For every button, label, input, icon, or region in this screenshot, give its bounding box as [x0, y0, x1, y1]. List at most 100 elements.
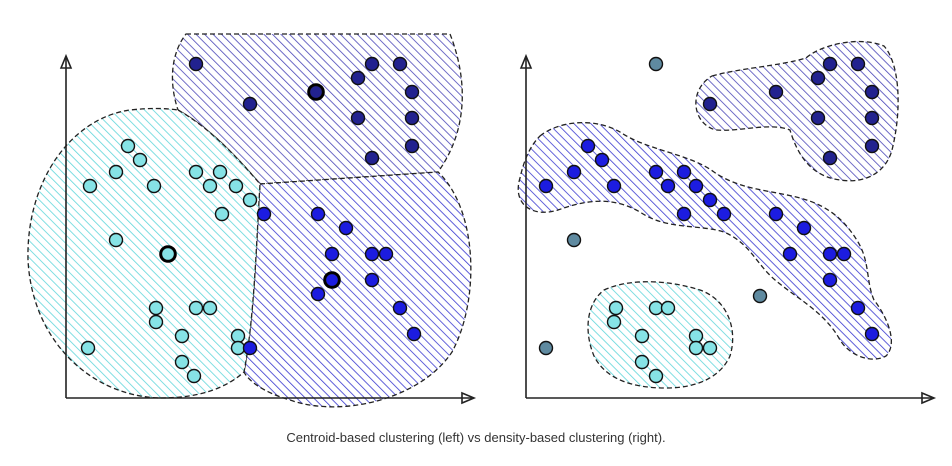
- data-point: [108, 232, 124, 248]
- data-point: [580, 138, 596, 154]
- data-point: [186, 368, 202, 384]
- data-point: [716, 206, 732, 222]
- data-point: [768, 206, 784, 222]
- data-point: [80, 340, 96, 356]
- panel-density-based: [517, 40, 937, 405]
- region-light-cluster-right: [587, 281, 734, 389]
- data-point: [202, 300, 218, 316]
- region-light-cluster-left: [27, 107, 261, 399]
- data-point: [310, 206, 326, 222]
- data-point: [404, 84, 420, 100]
- data-point: [202, 178, 218, 194]
- data-point: [538, 178, 554, 194]
- data-point: [566, 164, 582, 180]
- x-axis-arrowhead-left: [461, 391, 477, 405]
- noise-point: [538, 340, 554, 356]
- data-point: [174, 328, 190, 344]
- data-point: [864, 138, 880, 154]
- data-point: [864, 110, 880, 126]
- data-point: [702, 340, 718, 356]
- data-point: [822, 246, 838, 262]
- data-point: [702, 96, 718, 112]
- data-point: [364, 272, 380, 288]
- data-point: [850, 300, 866, 316]
- data-point: [406, 326, 422, 342]
- data-point: [634, 354, 650, 370]
- data-point: [660, 300, 676, 316]
- noise-point: [648, 56, 664, 72]
- data-point: [230, 340, 246, 356]
- data-point: [850, 56, 866, 72]
- data-point: [108, 164, 124, 180]
- data-point: [634, 328, 650, 344]
- data-point: [324, 246, 340, 262]
- clustering-figure: [27, 33, 937, 408]
- data-point: [836, 246, 852, 262]
- data-point: [810, 110, 826, 126]
- data-point: [606, 314, 622, 330]
- data-point: [688, 178, 704, 194]
- data-point: [214, 206, 230, 222]
- data-point: [188, 164, 204, 180]
- data-point: [822, 272, 838, 288]
- region-dark-cluster-right: [695, 40, 899, 182]
- data-point: [768, 84, 784, 100]
- data-point: [378, 246, 394, 262]
- data-point: [404, 110, 420, 126]
- data-point: [364, 246, 380, 262]
- data-point: [132, 152, 148, 168]
- data-point: [864, 84, 880, 100]
- data-point: [676, 206, 692, 222]
- data-point: [148, 300, 164, 316]
- data-point: [120, 138, 136, 154]
- data-point: [782, 246, 798, 262]
- data-point: [648, 300, 664, 316]
- data-point: [242, 192, 258, 208]
- panel-centroid-based: [27, 33, 477, 408]
- data-point: [188, 56, 204, 72]
- data-point: [796, 220, 812, 236]
- data-point: [242, 340, 258, 356]
- data-point: [648, 164, 664, 180]
- x-axis-arrowhead-right: [921, 391, 937, 405]
- data-point: [146, 178, 162, 194]
- data-point: [594, 152, 610, 168]
- centroid-marker: [159, 245, 177, 263]
- data-point: [864, 326, 880, 342]
- data-point: [822, 150, 838, 166]
- data-point: [702, 192, 718, 208]
- data-point: [350, 110, 366, 126]
- region-blue-cluster-left: [243, 171, 472, 408]
- data-point: [256, 206, 272, 222]
- data-point: [338, 220, 354, 236]
- data-point: [392, 300, 408, 316]
- data-point: [606, 178, 622, 194]
- data-point: [310, 286, 326, 302]
- data-point: [392, 56, 408, 72]
- data-point: [364, 150, 380, 166]
- data-point: [688, 340, 704, 356]
- centroid-marker: [323, 271, 341, 289]
- data-point: [242, 96, 258, 112]
- noise-point: [752, 288, 768, 304]
- centroid-marker: [307, 83, 325, 101]
- data-point: [648, 368, 664, 384]
- data-point: [608, 300, 624, 316]
- data-point: [404, 138, 420, 154]
- y-axis-arrowhead-right: [519, 53, 533, 69]
- data-point: [230, 328, 246, 344]
- data-point: [188, 300, 204, 316]
- figure-caption: Centroid-based clustering (left) vs dens…: [286, 430, 666, 445]
- data-point: [212, 164, 228, 180]
- data-point: [822, 56, 838, 72]
- data-point: [810, 70, 826, 86]
- data-point: [174, 354, 190, 370]
- data-point: [676, 164, 692, 180]
- data-point: [82, 178, 98, 194]
- data-point: [350, 70, 366, 86]
- y-axis-arrowhead-left: [59, 53, 73, 69]
- data-point: [660, 178, 676, 194]
- noise-point: [566, 232, 582, 248]
- points-left: [80, 56, 422, 384]
- data-point: [364, 56, 380, 72]
